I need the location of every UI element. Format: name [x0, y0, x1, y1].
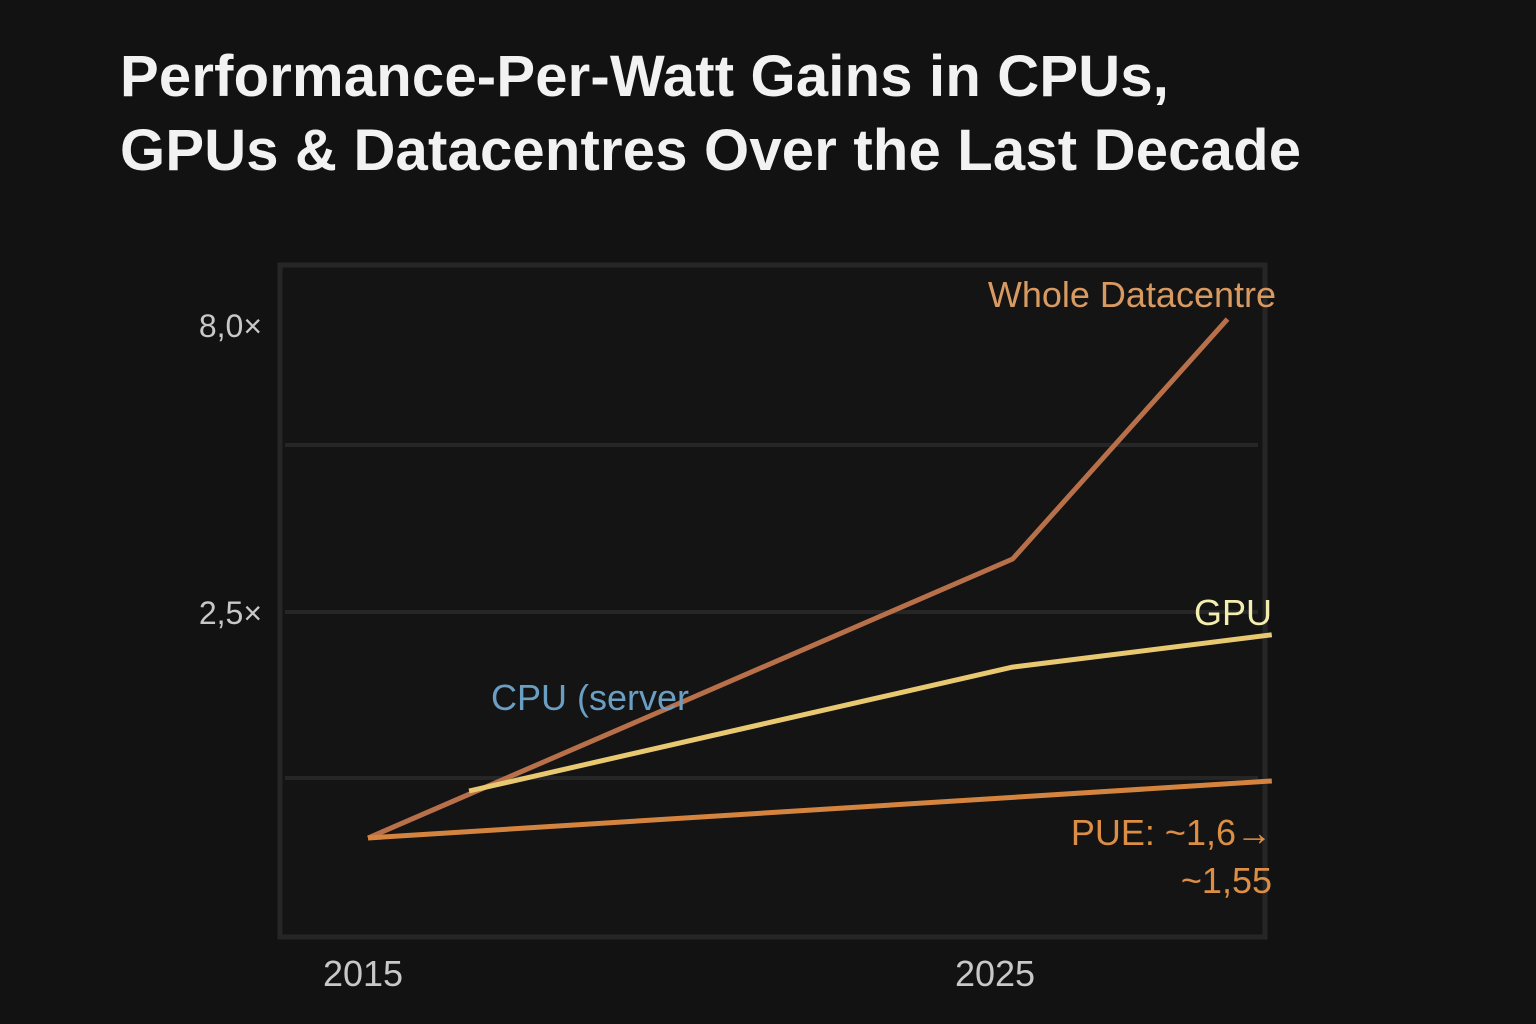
title-line-1: Performance-Per-Watt Gains in CPUs, — [120, 44, 1170, 109]
series-label-gpu: GPU — [1194, 592, 1272, 633]
plot-frame — [277, 262, 1268, 940]
y-tick-label: 2,5× — [199, 595, 262, 631]
series-line-whole-datacentre — [367, 317, 1230, 841]
x-tick-label: 2015 — [323, 953, 403, 994]
y-tick-label: 8,0× — [199, 308, 262, 344]
annotation-pue-line1: PUE: ~1,6→ — [1071, 812, 1272, 853]
annotation-cpu-server: CPU (server — [491, 677, 689, 718]
series-line-gpu — [468, 632, 1273, 794]
chart-title: Performance-Per-Watt Gains in CPUs, GPUs… — [120, 40, 1301, 188]
annotation-pue-line2: ~1,55 — [1181, 860, 1272, 901]
x-tick-label: 2025 — [955, 953, 1035, 994]
series-label-datacentre: Whole Datacentre — [988, 274, 1276, 315]
series-line-pue — [367, 778, 1272, 841]
title-line-2: GPUs & Datacentres Over the Last Decade — [120, 118, 1302, 183]
